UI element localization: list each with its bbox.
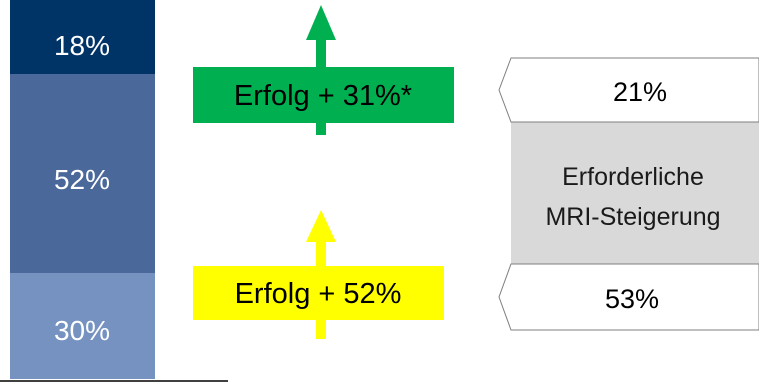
bar-label-top: 18% (54, 30, 110, 61)
required-top-label: 21% (613, 77, 667, 107)
bar-segment-top (10, 0, 155, 74)
required-middle-box (511, 122, 759, 264)
required-middle-line1: Erforderliche (562, 163, 704, 191)
green-arrow-label: Erfolg + 31%* (234, 80, 412, 112)
green-label-box (193, 67, 454, 123)
yellow-label-box (193, 266, 444, 320)
bar-label-middle: 52% (54, 164, 110, 195)
required-middle-line2: MRI-Steigerung (545, 203, 720, 231)
bar-label-bottom: 30% (54, 315, 110, 346)
bar-segment-middle (10, 74, 155, 273)
yellow-arrow-label: Erfolg + 52% (235, 278, 402, 310)
required-bottom-label: 53% (605, 284, 659, 314)
required-top-box (498, 57, 759, 123)
green-arrow-head (306, 5, 336, 40)
bar-segment-bottom (10, 273, 155, 379)
yellow-arrow-head (306, 210, 336, 242)
required-bottom-box (498, 263, 759, 331)
